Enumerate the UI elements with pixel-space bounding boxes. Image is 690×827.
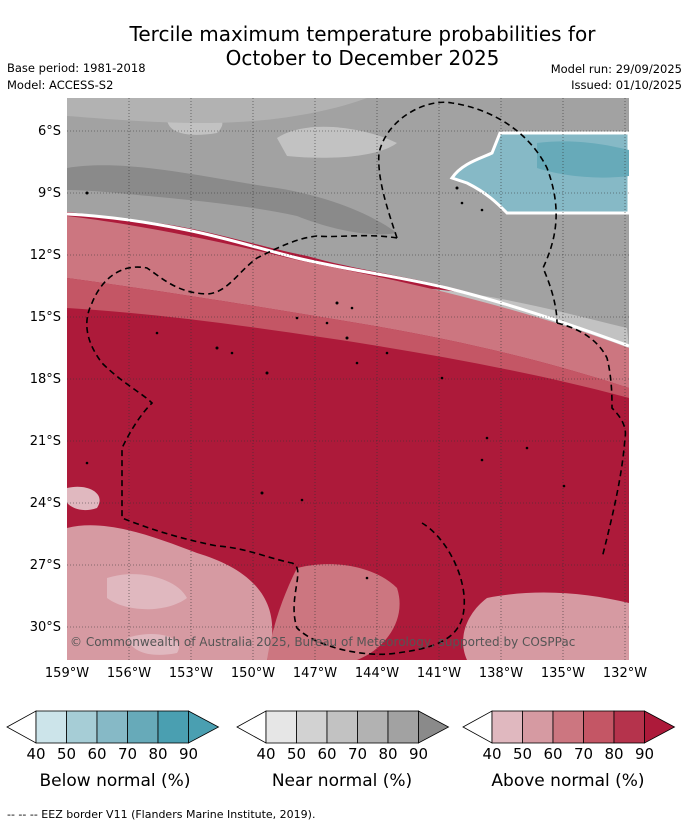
lon-label: 138°W [478, 666, 524, 681]
tercile-boundary [67, 212, 629, 348]
above-normal-colorbar [462, 710, 676, 744]
colorbar-low-arrow [6, 710, 37, 744]
legend-tick-label: 80 [604, 745, 624, 763]
map-title: Tercile maximum temperature probabilitie… [0, 22, 690, 70]
eez-footnote: -- -- -- EEZ border V11 (Flanders Marine… [7, 808, 316, 821]
legend-tick-label: 80 [148, 745, 168, 763]
lon-gridlines [128, 98, 626, 660]
lon-label: 141°W [416, 666, 462, 681]
lat-label: 12°S [29, 248, 61, 263]
lon-label: 159°W [44, 666, 90, 681]
legend-tick-label: 80 [378, 745, 398, 763]
lon-label: 135°W [540, 666, 586, 681]
legend-tick-label: 60 [317, 745, 337, 763]
near-normal-colorbar [236, 710, 450, 744]
above-normal-transition [67, 216, 629, 388]
below-normal-swatches [6, 710, 220, 744]
legend-tick-label: 70 [347, 745, 368, 763]
lat-label: 15°S [29, 310, 61, 325]
legend-tick-label: 60 [543, 745, 563, 763]
legend-tick-label: 40 [256, 745, 276, 763]
legend-tick-label: 50 [56, 745, 77, 763]
colorbar-swatch [357, 710, 389, 744]
legend-tick-label: 90 [408, 745, 429, 763]
title-line-2: October to December 2025 [225, 46, 500, 70]
colorbar-swatch [157, 710, 189, 744]
near-normal-grey-top [67, 98, 367, 123]
colorbar-high-arrow [418, 710, 450, 744]
issued-date: Issued: 01/10/2025 [571, 78, 682, 92]
model-name: Model: ACCESS-S2 [7, 78, 114, 92]
below-normal-strong-zone [537, 141, 629, 178]
colorbar-low-arrow [236, 710, 267, 744]
colorbar-high-arrow [644, 710, 676, 744]
legend-tick-label: 50 [512, 745, 533, 763]
lat-label: 24°S [29, 496, 61, 511]
copyright-text: © Commonwealth of Australia 2025, Bureau… [70, 635, 575, 649]
colorbar-low-arrow [462, 710, 493, 744]
lon-label: 153°W [168, 666, 214, 681]
islands [85, 186, 566, 580]
title-line-1: Tercile maximum temperature probabilitie… [129, 22, 596, 46]
eez-borders [86, 101, 627, 656]
legend-tick-label: 70 [117, 745, 138, 763]
above-normal-south-lightest [67, 486, 187, 655]
lat-label: 9°S [37, 186, 61, 201]
colorbar-swatch [127, 710, 159, 744]
colorbar-swatch [296, 710, 328, 744]
lon-label: 150°W [230, 666, 276, 681]
lat-label: 27°S [29, 558, 61, 573]
colorbar-swatch [583, 710, 615, 744]
colorbar-swatch [552, 710, 584, 744]
legend-tick-label: 50 [286, 745, 307, 763]
colorbar-swatch [35, 710, 67, 744]
colorbar-swatch [326, 710, 358, 744]
near-normal-dark-zone [67, 165, 397, 235]
near-normal-light-zone [167, 113, 629, 348]
above-normal-south-light [67, 525, 629, 660]
lon-label: 144°W [354, 666, 400, 681]
colorbar-swatch [613, 710, 645, 744]
legend-tick-label: 40 [482, 745, 502, 763]
above-normal-south-mid [267, 564, 400, 660]
colorbar-swatch [96, 710, 128, 744]
colorbar-high-arrow [188, 710, 220, 744]
colorbar-swatch [522, 710, 554, 744]
legend-tick-label: 40 [26, 745, 46, 763]
above-normal-title: Above normal (%) [491, 771, 645, 791]
lon-label: 156°W [106, 666, 152, 681]
model-run: Model run: 29/09/2025 [550, 62, 682, 76]
colorbar-swatch [491, 710, 523, 744]
below-normal-colorbar [6, 710, 220, 744]
colorbar-swatch [265, 710, 297, 744]
legend-tick-label: 60 [87, 745, 107, 763]
lon-label: 132°W [602, 666, 648, 681]
lon-label: 147°W [292, 666, 338, 681]
legend-tick-label: 90 [178, 745, 199, 763]
legend-tick-label: 90 [634, 745, 655, 763]
colorbar-swatch [66, 710, 98, 744]
lat-label: 30°S [29, 620, 61, 635]
lat-label: 6°S [37, 124, 61, 139]
legend-tick-label: 70 [573, 745, 594, 763]
above-normal-swatches [462, 710, 676, 744]
lat-label: 18°S [29, 372, 61, 387]
near-normal-swatches [236, 710, 450, 744]
near-normal-title: Near normal (%) [271, 771, 413, 791]
below-normal-title: Below normal (%) [39, 771, 191, 791]
lat-label: 21°S [29, 434, 61, 449]
lat-gridlines [67, 130, 629, 628]
base-period: Base period: 1981-2018 [7, 61, 146, 75]
colorbar-swatch [387, 710, 419, 744]
probability-map: © Commonwealth of Australia 2025, Bureau… [67, 98, 629, 660]
